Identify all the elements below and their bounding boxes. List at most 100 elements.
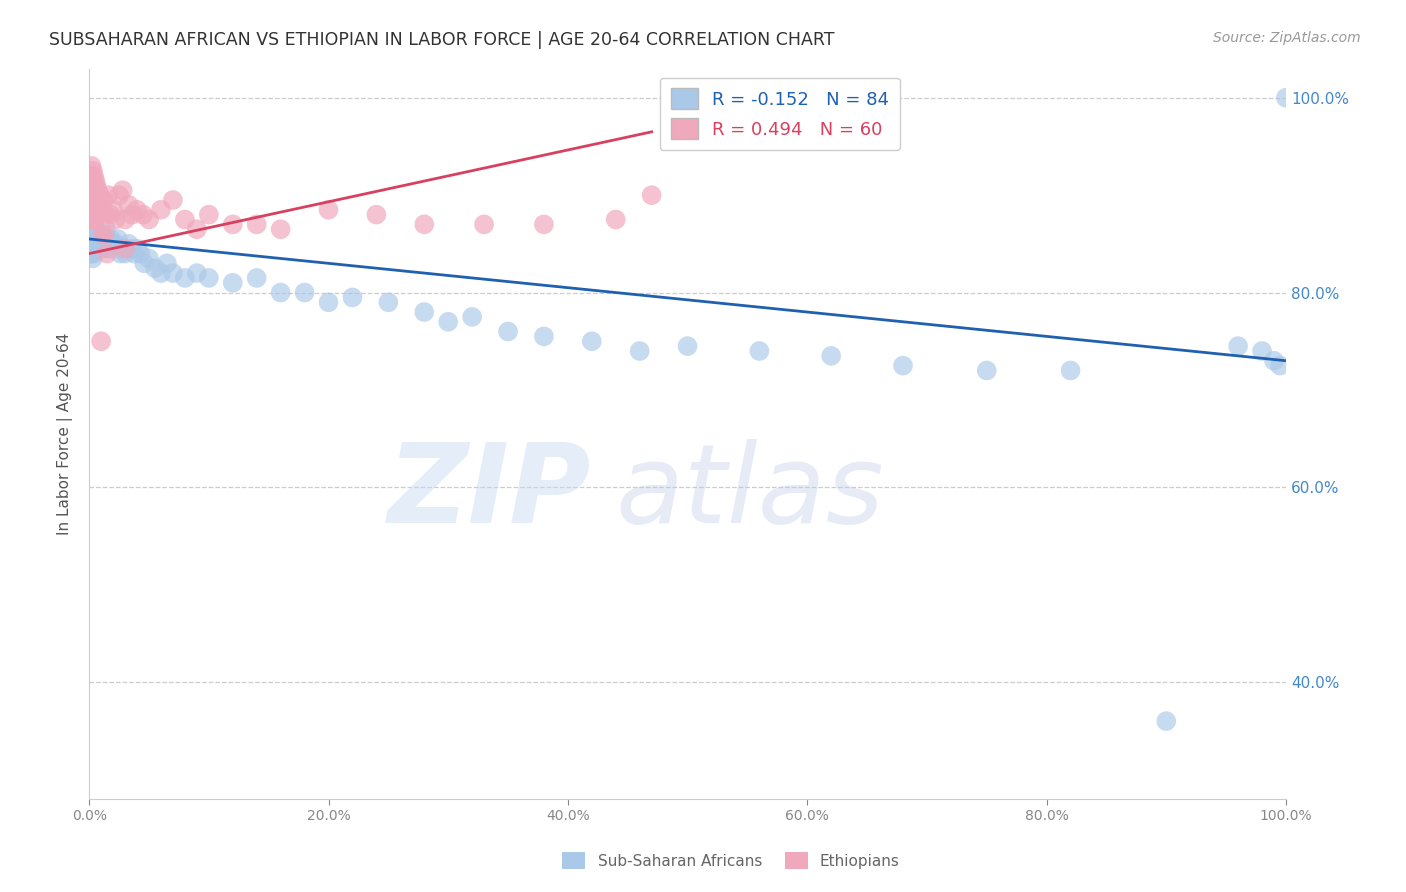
Point xyxy=(98,242,121,256)
Point xyxy=(97,236,120,251)
Text: SUBSAHARAN AFRICAN VS ETHIOPIAN IN LABOR FORCE | AGE 20-64 CORRELATION CHART: SUBSAHARAN AFRICAN VS ETHIOPIAN IN LABOR… xyxy=(49,31,835,49)
Point xyxy=(114,242,136,256)
Point xyxy=(121,208,143,222)
Point xyxy=(93,232,115,246)
Point xyxy=(533,218,555,232)
Point xyxy=(82,218,104,232)
Point xyxy=(80,193,103,207)
Point xyxy=(162,193,184,207)
Point xyxy=(114,212,136,227)
Point xyxy=(366,208,388,222)
Point xyxy=(461,310,484,324)
Point xyxy=(80,178,103,193)
Point xyxy=(156,256,179,270)
Point xyxy=(79,227,101,241)
Point xyxy=(976,363,998,377)
Point xyxy=(90,232,112,246)
Point xyxy=(1275,91,1298,105)
Point xyxy=(111,242,134,256)
Point xyxy=(318,295,340,310)
Point xyxy=(80,212,103,227)
Text: atlas: atlas xyxy=(616,439,884,546)
Point xyxy=(84,242,107,256)
Point xyxy=(117,198,139,212)
Point xyxy=(80,159,103,173)
Point xyxy=(125,202,148,217)
Point xyxy=(222,276,245,290)
Point xyxy=(79,198,101,212)
Point xyxy=(437,315,460,329)
Point xyxy=(86,227,108,241)
Point xyxy=(342,290,364,304)
Point xyxy=(117,236,139,251)
Point xyxy=(104,236,127,251)
Point xyxy=(90,198,112,212)
Point xyxy=(83,227,105,241)
Point xyxy=(104,212,127,227)
Point xyxy=(79,212,101,227)
Point xyxy=(84,232,107,246)
Point xyxy=(80,227,103,241)
Point xyxy=(82,196,104,211)
Point xyxy=(86,178,108,193)
Point xyxy=(94,222,117,236)
Point xyxy=(97,188,120,202)
Point xyxy=(1263,353,1285,368)
Point xyxy=(1227,339,1250,353)
Point xyxy=(93,242,115,256)
Point xyxy=(107,232,129,246)
Point xyxy=(496,325,519,339)
Point xyxy=(83,188,105,202)
Point xyxy=(86,208,108,222)
Point xyxy=(114,246,136,260)
Point xyxy=(149,202,172,217)
Text: Source: ZipAtlas.com: Source: ZipAtlas.com xyxy=(1213,31,1361,45)
Text: ZIP: ZIP xyxy=(388,439,592,546)
Point xyxy=(83,218,105,232)
Point xyxy=(93,227,115,241)
Point xyxy=(125,242,148,256)
Point xyxy=(149,266,172,280)
Point xyxy=(640,188,662,202)
Point xyxy=(91,227,114,241)
Point xyxy=(82,222,104,236)
Point xyxy=(1156,714,1178,728)
Point xyxy=(174,271,197,285)
Point xyxy=(86,242,108,256)
Point xyxy=(86,202,108,217)
Point xyxy=(129,246,152,260)
Point xyxy=(186,266,208,280)
Point xyxy=(413,305,436,319)
Point xyxy=(605,212,627,227)
Point xyxy=(628,343,651,358)
Point xyxy=(246,271,269,285)
Point xyxy=(94,208,117,222)
Point xyxy=(82,232,104,246)
Point xyxy=(89,242,111,256)
Point xyxy=(83,246,105,260)
Point xyxy=(82,252,104,266)
Point xyxy=(80,242,103,256)
Point xyxy=(581,334,603,349)
Point xyxy=(143,261,166,276)
Point xyxy=(100,208,122,222)
Point xyxy=(80,218,103,232)
Point xyxy=(79,212,101,227)
Point xyxy=(93,193,115,207)
Point xyxy=(84,173,107,187)
Point xyxy=(87,208,110,222)
Point xyxy=(134,256,156,270)
Point xyxy=(138,212,160,227)
Point xyxy=(84,212,107,227)
Point xyxy=(174,212,197,227)
Point xyxy=(1251,343,1274,358)
Point xyxy=(377,295,399,310)
Point xyxy=(108,188,131,202)
Point xyxy=(111,183,134,197)
Point xyxy=(1059,363,1081,377)
Point xyxy=(120,242,142,256)
Point xyxy=(79,218,101,232)
Point xyxy=(83,169,105,183)
Point xyxy=(79,183,101,197)
Point xyxy=(80,212,103,227)
